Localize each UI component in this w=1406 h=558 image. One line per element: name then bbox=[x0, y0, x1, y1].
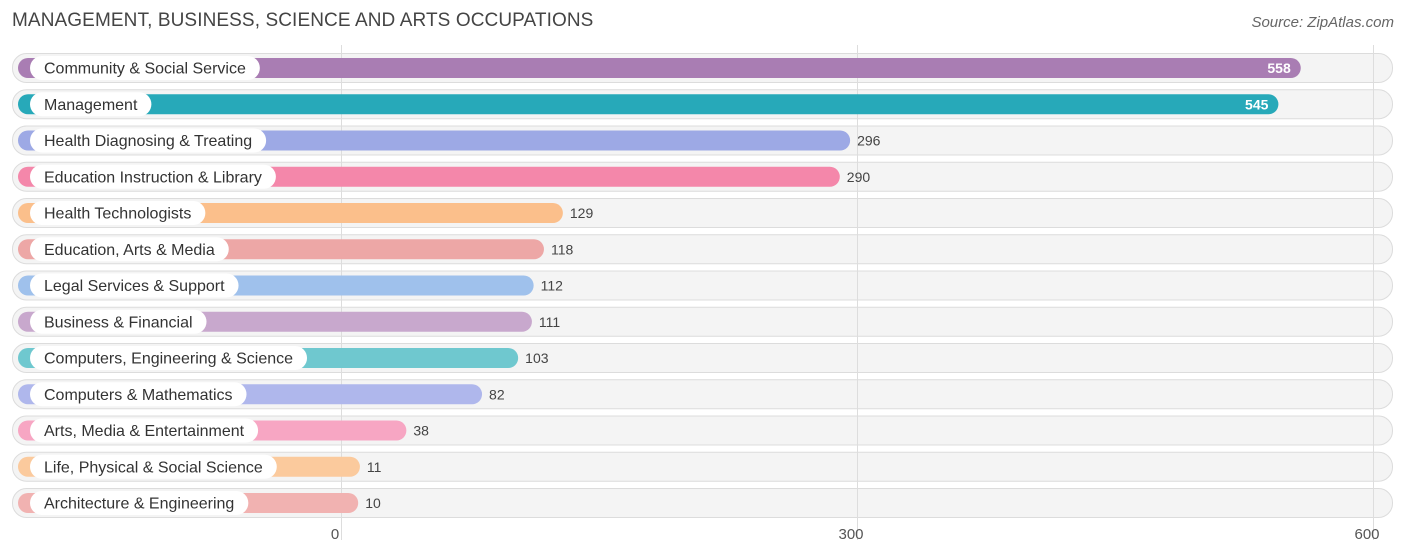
bar-group: Health Technologists 129 bbox=[18, 201, 593, 225]
category-label-pill bbox=[30, 237, 229, 262]
value-label: 290 bbox=[847, 169, 871, 185]
bar-group: Business & Financial 111 bbox=[18, 309, 560, 334]
value-label: 129 bbox=[570, 205, 594, 221]
category-label-pill bbox=[30, 92, 152, 117]
value-label: 118 bbox=[551, 241, 574, 257]
value-label: 296 bbox=[857, 133, 881, 149]
category-label-pill bbox=[30, 454, 277, 479]
category-label: Architecture & Engineering bbox=[44, 496, 234, 513]
value-label: 82 bbox=[489, 386, 505, 402]
x-axis-ticks: 0 300 600 bbox=[331, 526, 1380, 543]
category-label: Community & Social Service bbox=[44, 61, 246, 78]
x-tick-label: 0 bbox=[331, 526, 339, 543]
category-label-pill bbox=[30, 273, 239, 298]
bar-group: Architecture & Engineering 10 bbox=[18, 491, 381, 515]
bar bbox=[18, 94, 1279, 115]
category-label: Computers, Engineering & Science bbox=[44, 351, 293, 368]
category-label-pill bbox=[30, 56, 260, 80]
category-label: Legal Services & Support bbox=[44, 278, 225, 295]
category-label-pill bbox=[30, 201, 206, 225]
row-background bbox=[12, 451, 1393, 482]
x-tick-label: 600 bbox=[1354, 526, 1379, 543]
category-label: Arts, Media & Entertainment bbox=[44, 423, 245, 440]
category-label: Computers & Mathematics bbox=[44, 387, 233, 404]
category-label-pill bbox=[30, 382, 247, 407]
category-label-pill bbox=[30, 346, 308, 370]
category-label: Management bbox=[44, 97, 138, 114]
value-label: 545 bbox=[1245, 96, 1269, 112]
bar bbox=[18, 58, 1301, 78]
bar-group: Community & Social Service 558 bbox=[18, 56, 1301, 80]
category-label-pill bbox=[30, 491, 249, 515]
bar-group: Health Diagnosing & Treating 296 bbox=[18, 128, 881, 153]
bar-group: Management 545 bbox=[18, 92, 1279, 117]
category-label: Health Technologists bbox=[44, 206, 191, 223]
bar-group: Legal Services & Support 112 bbox=[18, 273, 564, 298]
bar-group: Computers, Engineering & Science 103 bbox=[18, 346, 549, 370]
value-label: 112 bbox=[541, 278, 564, 294]
value-label: 38 bbox=[413, 423, 429, 439]
category-label-pill bbox=[30, 309, 207, 334]
chart-title: MANAGEMENT, BUSINESS, SCIENCE AND ARTS O… bbox=[12, 10, 594, 31]
category-label-pill bbox=[30, 164, 276, 189]
bar-group: Education, Arts & Media 118 bbox=[18, 237, 574, 262]
category-label: Life, Physical & Social Science bbox=[44, 459, 263, 476]
category-label-pill bbox=[30, 418, 259, 443]
category-label-pill bbox=[30, 128, 267, 153]
value-label: 11 bbox=[367, 459, 382, 475]
bar-group: Education Instruction & Library 290 bbox=[18, 164, 871, 189]
row-background bbox=[12, 488, 1393, 518]
value-label: 103 bbox=[525, 350, 549, 366]
x-tick-label: 300 bbox=[838, 526, 863, 543]
value-label: 111 bbox=[539, 314, 560, 330]
category-label: Education Instruction & Library bbox=[44, 169, 262, 186]
category-label: Health Diagnosing & Treating bbox=[44, 133, 252, 150]
value-label: 10 bbox=[365, 495, 381, 511]
bar-rows: Community & Social Service 558 Management 5… bbox=[12, 45, 1393, 540]
category-label: Business & Financial bbox=[44, 314, 193, 331]
bar-group: Computers & Mathematics 82 bbox=[18, 382, 505, 407]
value-label: 558 bbox=[1267, 60, 1291, 76]
category-label: Education, Arts & Media bbox=[44, 242, 215, 259]
bar-group: Life, Physical & Social Science 11 bbox=[18, 454, 382, 479]
bar-group: Arts, Media & Entertainment 38 bbox=[18, 418, 429, 443]
source-label: Source: ZipAtlas.com bbox=[1251, 14, 1394, 31]
